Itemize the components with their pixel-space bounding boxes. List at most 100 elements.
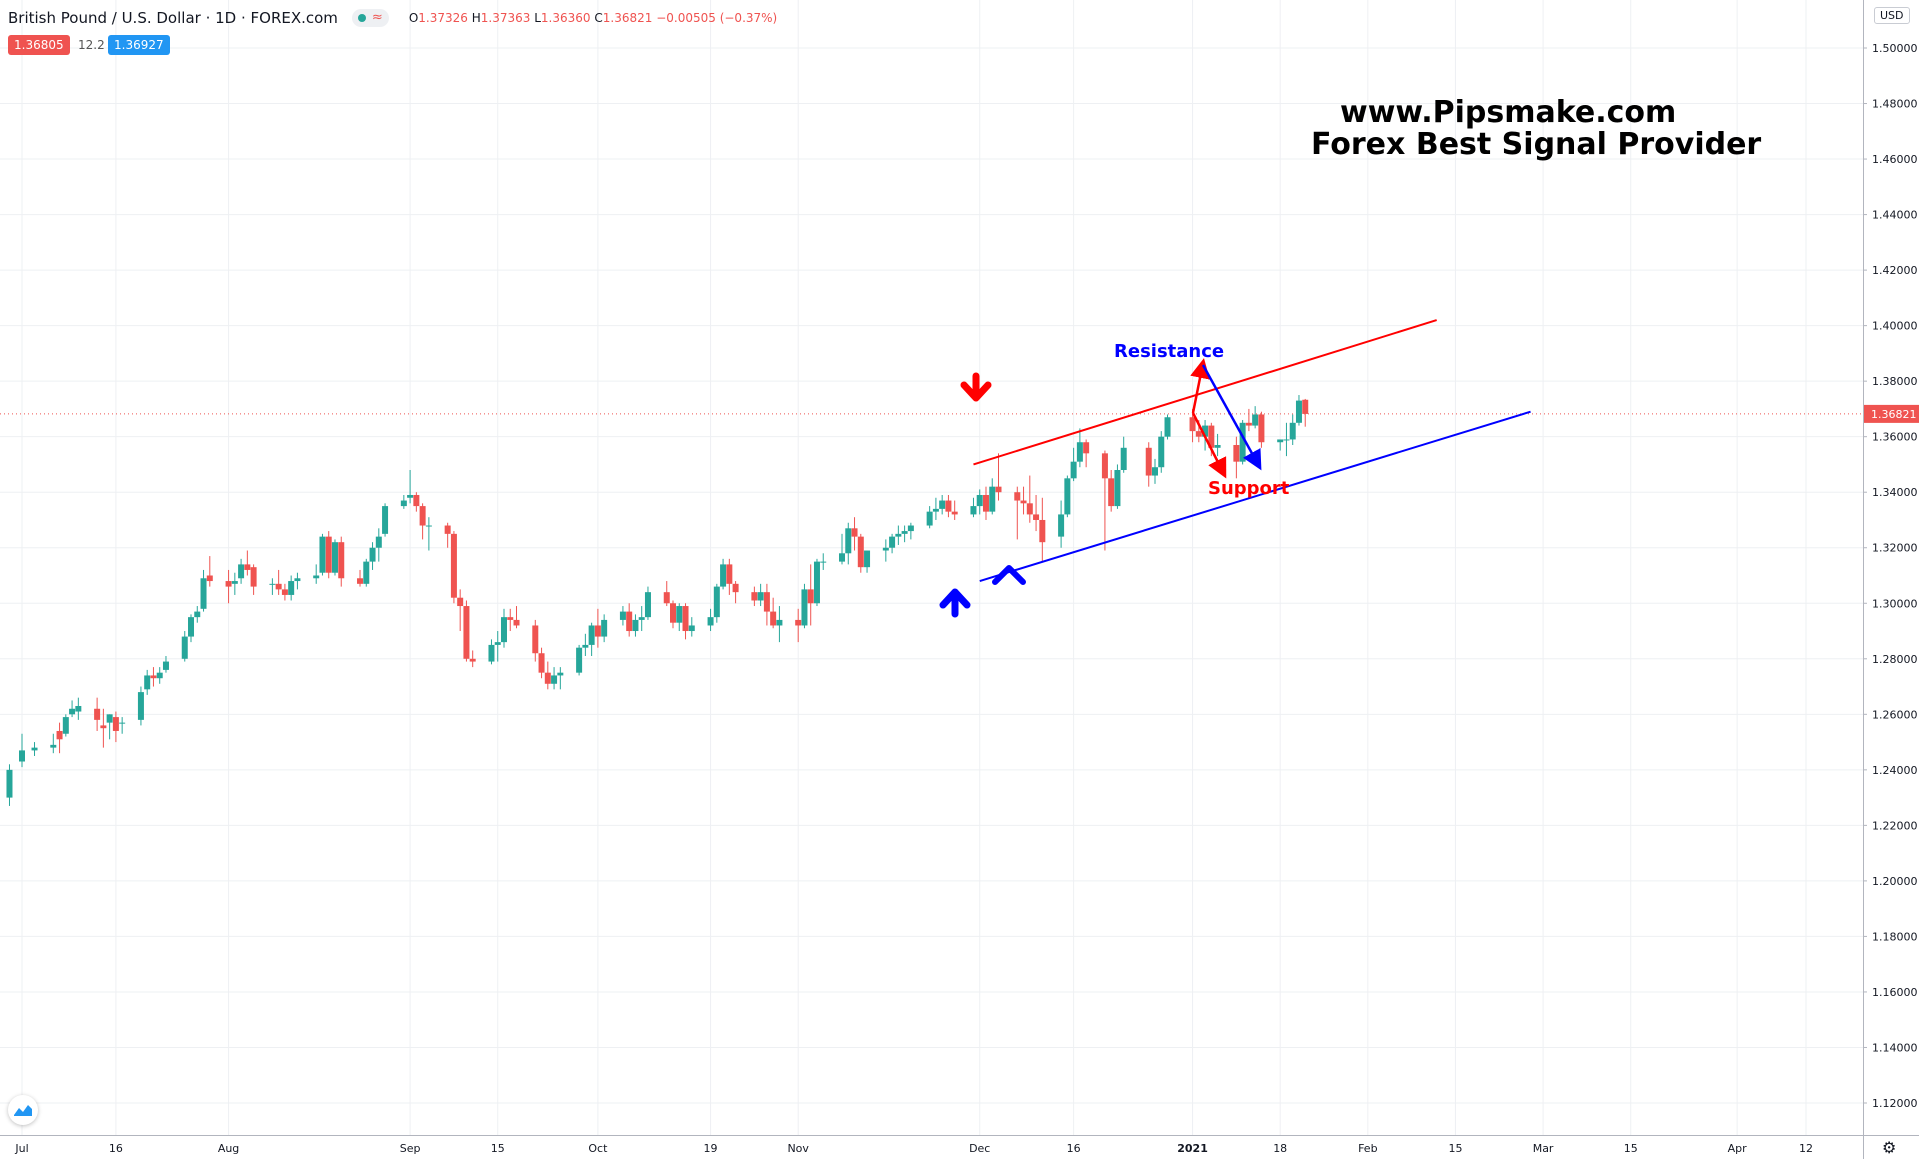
candle-body: [951, 511, 958, 515]
candle-body: [188, 617, 195, 637]
candle-body: [1033, 514, 1040, 520]
price-tick-label: 1.18000: [1872, 930, 1918, 943]
candle-body: [457, 597, 464, 607]
candle-body: [1195, 431, 1202, 437]
candle-body: [839, 553, 846, 562]
candle-body: [939, 500, 946, 509]
open-value: 1.37326: [418, 11, 468, 25]
candle-body: [50, 744, 57, 748]
time-tick-label: 18: [1273, 1142, 1287, 1155]
candle-body: [1014, 492, 1021, 501]
candle-body: [889, 536, 896, 548]
candle-body: [1070, 461, 1077, 479]
candle-body: [813, 561, 820, 604]
price-tick-label: 1.22000: [1872, 819, 1918, 832]
time-tick-label: 2021: [1177, 1142, 1208, 1155]
low-value: 1.36360: [540, 11, 591, 25]
candle-body: [69, 708, 76, 715]
candle-body: [31, 747, 38, 751]
candle-body: [275, 583, 282, 590]
candle-body: [156, 672, 163, 679]
time-tick-label: Feb: [1358, 1142, 1377, 1155]
symbol-title[interactable]: British Pound / U.S. Dollar · 1D · FOREX…: [8, 9, 338, 27]
trend-drawings: Resistance Support: [939, 319, 1531, 618]
candle-body: [1239, 422, 1246, 462]
candle-body: [882, 547, 889, 551]
candle-body: [144, 675, 151, 690]
candle-body: [1208, 425, 1215, 448]
tradingview-logo-icon: [14, 1105, 32, 1116]
market-status[interactable]: ≈: [351, 9, 389, 27]
candle-body: [682, 606, 689, 632]
candle-body: [319, 536, 326, 573]
candle-body: [507, 617, 514, 620]
candle-body: [1295, 400, 1302, 423]
candle-body: [970, 506, 977, 515]
candle-body: [488, 644, 495, 662]
time-tick-label: Nov: [787, 1142, 809, 1155]
price-tick-label: 1.34000: [1872, 486, 1918, 499]
candle-body: [62, 717, 69, 734]
candle-body: [1076, 442, 1083, 462]
candle-body: [162, 661, 169, 670]
candle-body: [845, 528, 852, 554]
candle-body: [901, 531, 908, 534]
candle-body: [932, 508, 939, 512]
candle-body: [532, 625, 539, 654]
candle-body: [895, 533, 902, 537]
close-value: 1.36821: [602, 11, 653, 25]
time-tick-label: Apr: [1728, 1142, 1748, 1155]
candle-body: [1020, 500, 1027, 504]
time-tick-label: 16: [1067, 1142, 1081, 1155]
candle-body: [1214, 445, 1221, 448]
candle-body: [338, 542, 345, 579]
candle-body: [1120, 447, 1127, 470]
price-tick-label: 1.44000: [1872, 209, 1918, 222]
candle-body: [463, 606, 470, 659]
time-tick-label: Sep: [400, 1142, 421, 1155]
candle-body: [1302, 399, 1309, 414]
candle-body: [676, 606, 683, 623]
candle-body: [294, 578, 301, 582]
candle-body: [757, 592, 764, 601]
candle-body: [776, 619, 783, 626]
candle-body: [6, 769, 13, 798]
candle-body: [576, 647, 583, 673]
time-tick-label: Jul: [14, 1142, 28, 1155]
candle-body: [670, 603, 677, 623]
candles: [6, 395, 1309, 806]
candle-body: [56, 730, 63, 740]
candle-body: [557, 672, 564, 676]
currency-button[interactable]: USD: [1874, 7, 1910, 24]
candle-body: [288, 581, 295, 595]
candle-body: [820, 561, 827, 563]
chart-header: British Pound / U.S. Dollar · 1D · FOREX…: [8, 8, 777, 28]
sell-button[interactable]: 1.36805: [8, 35, 70, 55]
last-price-tag: [1864, 404, 1919, 423]
candle-body: [106, 714, 113, 723]
candle-body: [551, 675, 558, 684]
price-tick-label: 1.12000: [1872, 1097, 1918, 1110]
candle-body: [644, 592, 651, 618]
candle-body: [594, 625, 601, 637]
price-tick-label: 1.38000: [1872, 375, 1918, 388]
candle-body: [638, 617, 645, 620]
price-tick-label: 1.46000: [1872, 153, 1918, 166]
candle-body: [1108, 478, 1115, 507]
candle-body: [425, 525, 432, 527]
candle-body: [375, 536, 382, 548]
price-tick-label: 1.32000: [1872, 542, 1918, 555]
chart-grid: [0, 0, 1863, 1135]
price-tick-label: 1.16000: [1872, 986, 1918, 999]
candle-body: [751, 592, 758, 601]
candle-body: [75, 705, 82, 712]
settings-gear-icon[interactable]: ⚙: [1882, 1138, 1897, 1157]
market-open-icon: [357, 14, 366, 22]
buy-button[interactable]: 1.36927: [108, 35, 170, 55]
candle-body: [150, 675, 157, 679]
candle-body: [619, 611, 626, 620]
price-tick-label: 1.48000: [1872, 98, 1918, 111]
tradingview-logo-button[interactable]: [8, 1095, 38, 1125]
